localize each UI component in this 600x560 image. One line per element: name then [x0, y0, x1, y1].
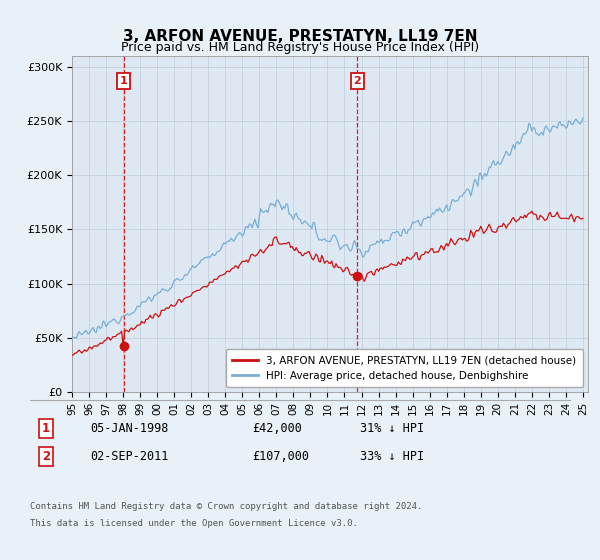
Text: 1: 1: [120, 76, 128, 86]
Text: £42,000: £42,000: [252, 422, 302, 435]
Text: Contains HM Land Registry data © Crown copyright and database right 2024.: Contains HM Land Registry data © Crown c…: [30, 502, 422, 511]
Text: This data is licensed under the Open Government Licence v3.0.: This data is licensed under the Open Gov…: [30, 519, 358, 528]
Text: 2: 2: [42, 450, 50, 463]
Text: 02-SEP-2011: 02-SEP-2011: [90, 450, 169, 463]
Text: 31% ↓ HPI: 31% ↓ HPI: [360, 422, 424, 435]
Text: Price paid vs. HM Land Registry's House Price Index (HPI): Price paid vs. HM Land Registry's House …: [121, 41, 479, 54]
Text: 33% ↓ HPI: 33% ↓ HPI: [360, 450, 424, 463]
Legend: 3, ARFON AVENUE, PRESTATYN, LL19 7EN (detached house), HPI: Average price, detac: 3, ARFON AVENUE, PRESTATYN, LL19 7EN (de…: [226, 349, 583, 387]
Text: 3, ARFON AVENUE, PRESTATYN, LL19 7EN: 3, ARFON AVENUE, PRESTATYN, LL19 7EN: [123, 29, 477, 44]
Text: 2: 2: [353, 76, 361, 86]
Text: 05-JAN-1998: 05-JAN-1998: [90, 422, 169, 435]
Text: 1: 1: [42, 422, 50, 435]
Text: £107,000: £107,000: [252, 450, 309, 463]
